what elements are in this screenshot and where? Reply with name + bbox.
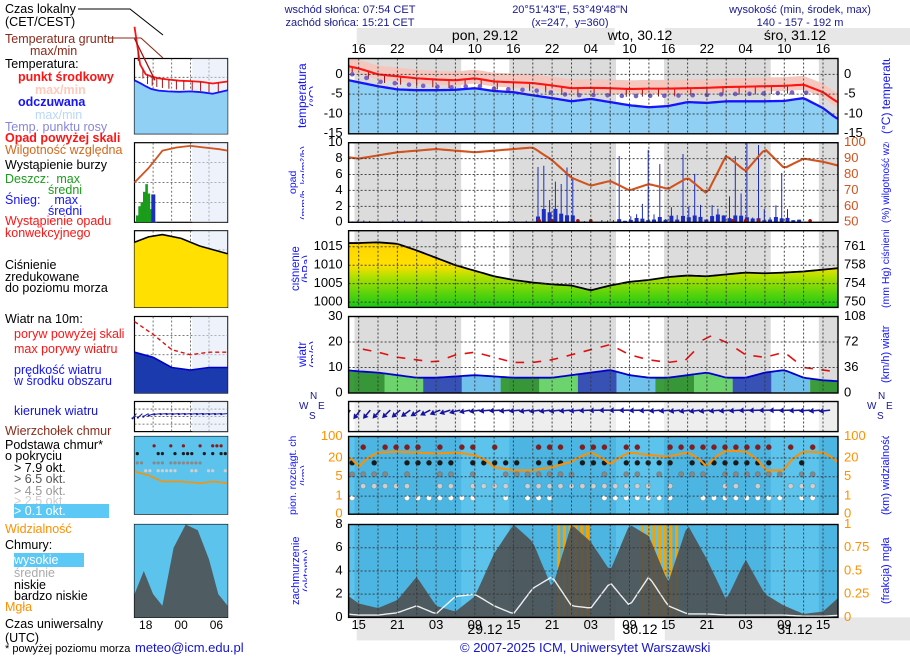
svg-text:761: 761 xyxy=(844,238,866,253)
svg-text:10: 10 xyxy=(328,359,342,374)
svg-text:758: 758 xyxy=(844,257,866,272)
svg-text:754: 754 xyxy=(844,275,866,290)
svg-text:100: 100 xyxy=(321,428,343,443)
svg-text:03: 03 xyxy=(429,617,443,632)
svg-text:15: 15 xyxy=(661,617,675,632)
svg-text:15: 15 xyxy=(506,617,520,632)
svg-text:10: 10 xyxy=(468,41,482,56)
svg-text:20: 20 xyxy=(844,449,858,464)
svg-text:750: 750 xyxy=(844,294,866,309)
svg-text:1000: 1000 xyxy=(314,294,343,309)
svg-text:0: 0 xyxy=(844,384,851,399)
svg-text:16: 16 xyxy=(816,41,830,56)
svg-text:09: 09 xyxy=(622,617,636,632)
svg-text:21: 21 xyxy=(700,617,714,632)
svg-text:18: 18 xyxy=(139,618,153,632)
svg-text:1005: 1005 xyxy=(314,275,343,290)
svg-text:0: 0 xyxy=(335,214,342,229)
svg-text:70: 70 xyxy=(844,182,858,197)
svg-text:0: 0 xyxy=(844,609,851,624)
svg-text:5: 5 xyxy=(335,468,342,483)
svg-text:16: 16 xyxy=(506,41,520,56)
svg-text:1: 1 xyxy=(335,488,342,503)
svg-text:2: 2 xyxy=(335,586,342,601)
svg-text:0.75: 0.75 xyxy=(844,539,869,554)
svg-text:1: 1 xyxy=(844,516,851,531)
svg-text:5: 5 xyxy=(844,468,851,483)
svg-text:4: 4 xyxy=(335,562,342,577)
svg-text:100: 100 xyxy=(844,428,866,443)
svg-text:1: 1 xyxy=(844,488,851,503)
svg-text:10: 10 xyxy=(328,134,342,149)
svg-text:0: 0 xyxy=(335,66,342,81)
svg-text:04: 04 xyxy=(584,41,598,56)
svg-text:04: 04 xyxy=(738,41,752,56)
svg-text:6: 6 xyxy=(335,166,342,181)
svg-text:00: 00 xyxy=(174,618,188,632)
svg-text:22: 22 xyxy=(390,41,404,56)
svg-text:22: 22 xyxy=(700,41,714,56)
svg-text:15: 15 xyxy=(816,617,830,632)
svg-text:-10: -10 xyxy=(844,105,863,120)
svg-text:60: 60 xyxy=(844,198,858,213)
svg-text:8: 8 xyxy=(335,150,342,165)
svg-text:50: 50 xyxy=(844,214,858,229)
svg-text:15: 15 xyxy=(351,617,365,632)
svg-text:30: 30 xyxy=(328,308,342,323)
svg-text:4: 4 xyxy=(335,182,342,197)
svg-text:09: 09 xyxy=(777,617,791,632)
svg-text:0.25: 0.25 xyxy=(844,586,869,601)
svg-text:72: 72 xyxy=(844,333,858,348)
svg-text:0: 0 xyxy=(335,609,342,624)
svg-text:06: 06 xyxy=(210,618,224,632)
svg-text:10: 10 xyxy=(622,41,636,56)
svg-text:0: 0 xyxy=(844,66,851,81)
svg-text:0.5: 0.5 xyxy=(844,562,862,577)
svg-text:10: 10 xyxy=(777,41,791,56)
svg-text:16: 16 xyxy=(661,41,675,56)
svg-text:1015: 1015 xyxy=(314,238,343,253)
svg-text:04: 04 xyxy=(429,41,443,56)
svg-text:1010: 1010 xyxy=(314,257,343,272)
svg-text:0: 0 xyxy=(335,384,342,399)
svg-text:2: 2 xyxy=(335,198,342,213)
svg-text:22: 22 xyxy=(545,41,559,56)
svg-text:80: 80 xyxy=(844,166,858,181)
svg-text:16: 16 xyxy=(351,41,365,56)
svg-text:21: 21 xyxy=(390,617,404,632)
svg-text:21: 21 xyxy=(545,617,559,632)
svg-text:03: 03 xyxy=(738,617,752,632)
svg-text:-5: -5 xyxy=(331,86,343,101)
svg-text:-5: -5 xyxy=(844,86,856,101)
svg-text:6: 6 xyxy=(335,539,342,554)
svg-text:36: 36 xyxy=(844,359,858,374)
svg-text:20: 20 xyxy=(328,333,342,348)
svg-text:90: 90 xyxy=(844,150,858,165)
svg-text:100: 100 xyxy=(844,134,866,149)
svg-text:-10: -10 xyxy=(324,105,343,120)
svg-text:8: 8 xyxy=(335,516,342,531)
svg-text:09: 09 xyxy=(468,617,482,632)
svg-text:03: 03 xyxy=(584,617,598,632)
svg-text:20: 20 xyxy=(328,449,342,464)
svg-text:108: 108 xyxy=(844,308,866,323)
